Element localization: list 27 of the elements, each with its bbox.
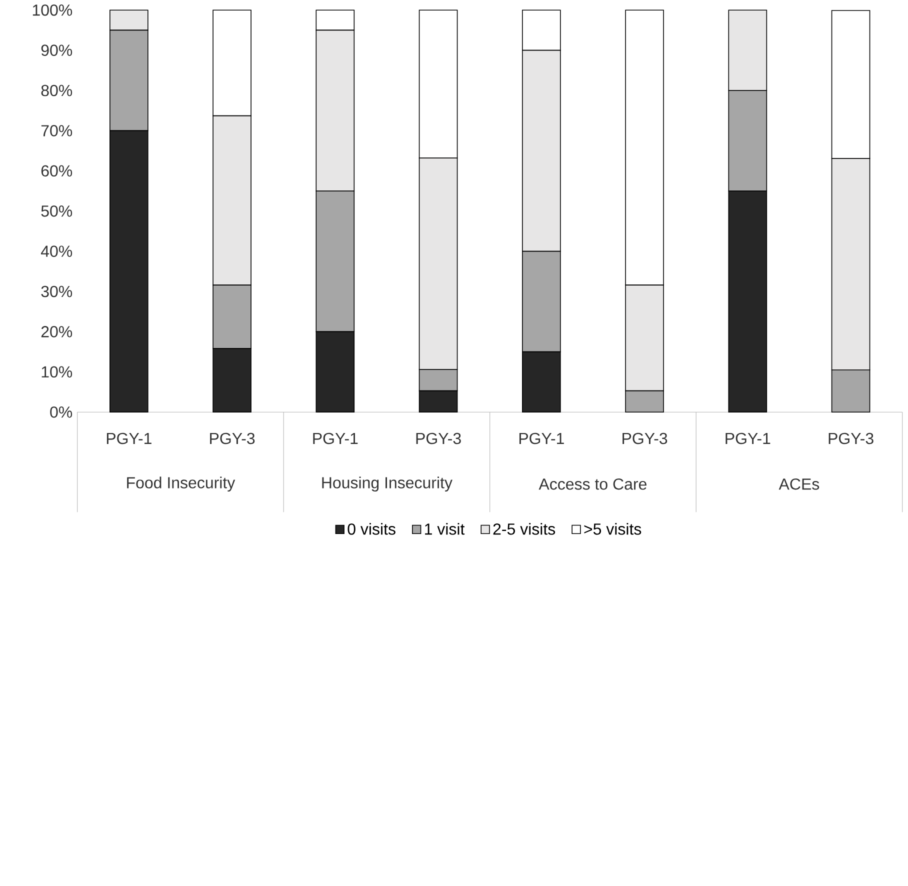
y-tick-label: 90%: [41, 44, 72, 56]
y-tick-label: 80%: [41, 84, 72, 96]
x-tick-label: PGY-3: [210, 432, 255, 444]
x-tick-label: PGY-3: [416, 432, 461, 444]
y-tick-label: 50%: [41, 205, 72, 217]
y-tick-label: 10%: [42, 366, 72, 378]
y-tick-label: 20%: [41, 326, 72, 338]
x-tick-label: PGY-3: [622, 432, 668, 444]
x-tick-label: PGY-3: [828, 432, 874, 444]
x-tick-label: PGY-1: [313, 432, 358, 444]
text: ACEs: [778, 478, 820, 490]
text: Access to Care: [538, 478, 646, 490]
y-tick-label: 0%: [50, 406, 72, 418]
legend-label: >5 visits: [584, 522, 642, 535]
x-tick-label: PGY-1: [519, 432, 564, 444]
y-tick-label: 40%: [40, 245, 72, 257]
legend-label: 0 visits: [348, 522, 396, 535]
x-tick-label: PGY-1: [106, 432, 152, 444]
y-tick-label: 30%: [41, 286, 72, 297]
legend-label: 2-5 visits: [493, 522, 556, 535]
legend-label: 1 visit: [425, 522, 465, 535]
x-tick-label: PGY-1: [726, 432, 770, 444]
y-tick-label: 60%: [41, 165, 72, 176]
y-tick-label: 70%: [41, 124, 72, 136]
y-tick-label: 100%: [32, 4, 72, 16]
text: Housing Insecurity: [322, 476, 452, 492]
text: Food Insecurity: [127, 476, 236, 492]
